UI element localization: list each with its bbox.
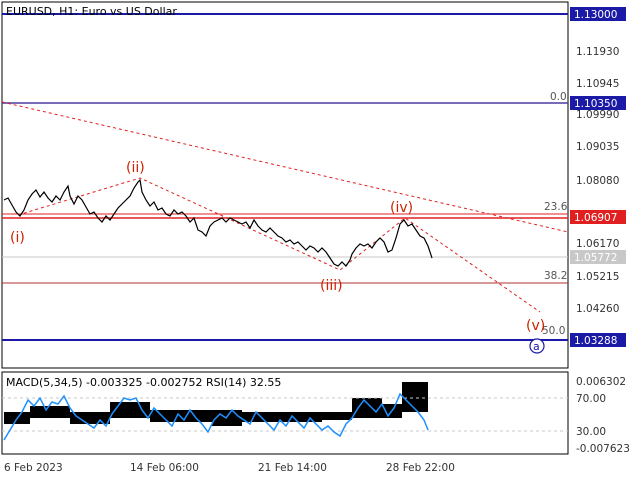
fib-labels: 0.0 23.6 38.2 50.0: [542, 91, 568, 337]
wave-path-line[interactable]: [17, 177, 541, 313]
price-label-blue: 1.03288: [574, 335, 617, 347]
time-tick: 14 Feb 06:00: [130, 462, 199, 474]
indicator-tick: 0.006302: [576, 376, 626, 388]
time-axis: 6 Feb 2023 14 Feb 06:00 21 Feb 14:00 28 …: [4, 462, 455, 474]
fib-label-382: 38.2: [544, 270, 567, 282]
price-label-blue: 1.10350: [574, 98, 617, 110]
time-tick: 28 Feb 22:00: [386, 462, 455, 474]
price-axis: 1.11930 1.10945 1.09990 1.09035 1.08080 …: [576, 46, 619, 315]
wave-label-iv: (iv): [390, 200, 413, 216]
fib-label-236: 23.6: [544, 201, 568, 213]
price-tick: 1.10945: [576, 78, 619, 90]
wave-circle-label: a: [533, 340, 540, 353]
fib-label-50: 50.0: [542, 325, 565, 337]
price-tick: 1.08080: [576, 175, 619, 187]
indicator-axis: 0.006302 70.00 30.00 -0.007623: [576, 376, 630, 455]
price-tick: 1.05215: [576, 271, 619, 283]
price-tick: 1.06170: [576, 238, 619, 250]
chart-title: EURUSD, H1: Euro vs US Dollar: [6, 5, 177, 18]
wave-circle-marker: [529, 338, 545, 354]
wave-labels: (i) (ii) (iii) (iv) (v): [10, 160, 545, 334]
indicator-title: MACD(5,34,5) -0.003325 -0.002752 RSI(14)…: [6, 376, 281, 389]
wave-label-iii: (iii): [320, 278, 343, 294]
trend-channel-line[interactable]: [1, 101, 569, 233]
price-label-red: 1.06907: [574, 212, 617, 224]
price-line: [3, 178, 433, 267]
price-tick: 1.09990: [576, 109, 619, 121]
wave-label-v: (v): [526, 318, 545, 334]
price-tick: 1.04260: [576, 303, 619, 315]
wave-label-ii: (ii): [126, 160, 145, 176]
fib-label-0: 0.0: [550, 91, 567, 103]
indicator-tick: 70.00: [576, 393, 606, 405]
wave-label-i: (i): [10, 230, 25, 246]
rsi-line: [3, 392, 429, 441]
price-tick: 1.11930: [576, 46, 619, 58]
time-tick: 21 Feb 14:00: [258, 462, 327, 474]
price-label-blue: 1.13000: [574, 9, 617, 21]
indicator-tick: -0.007623: [576, 443, 630, 455]
price-highlights: 1.13000 1.10350 1.06907 1.05772 1.03288: [570, 7, 626, 347]
indicator-tick: 30.00: [576, 426, 606, 438]
main-chart-frame: [1, 1, 569, 369]
price-tick: 1.09035: [576, 141, 619, 153]
time-tick: 6 Feb 2023: [4, 462, 63, 474]
price-label-current: 1.05772: [574, 252, 617, 264]
